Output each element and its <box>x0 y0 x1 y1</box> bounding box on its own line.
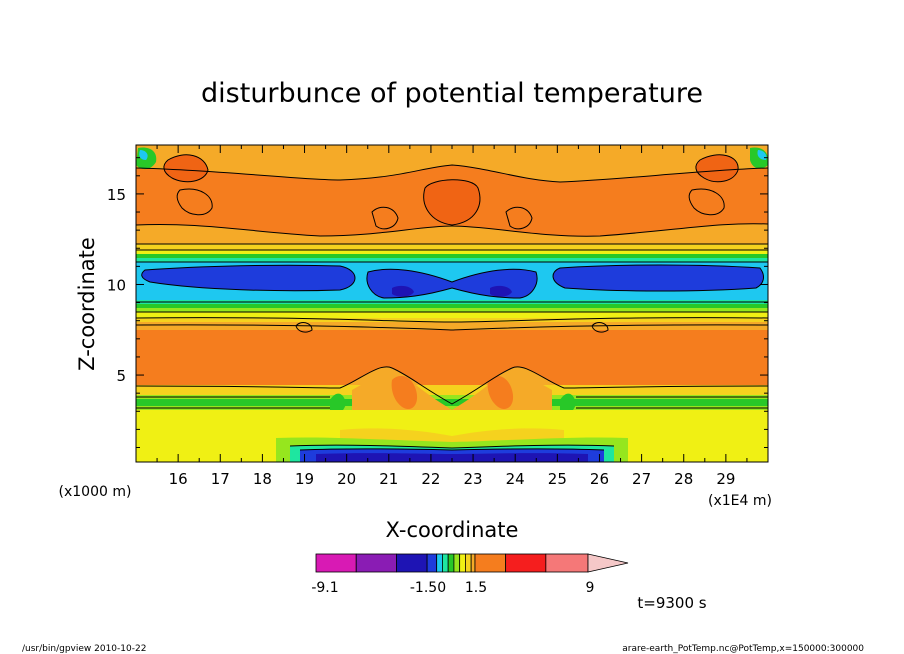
colorbar-band <box>470 553 476 573</box>
chart-title: disturbunce of potential temperature <box>201 78 703 109</box>
y-unit-label: (x1000 m) <box>59 484 132 500</box>
colorbar-tick-label: 1.5 <box>465 580 487 596</box>
y-tick-label: 5 <box>116 367 126 385</box>
plot-area <box>136 145 768 462</box>
colorbar-tick-label: -9.1 <box>311 580 338 596</box>
footer-right: arare-earth_PotTemp.nc@PotTemp,x=150000:… <box>622 644 864 654</box>
footer-left: /usr/bin/gpview 2010-10-22 <box>22 644 146 654</box>
time-annotation: t=9300 s <box>637 594 706 612</box>
colorbar-band <box>545 553 589 573</box>
x-tick-label: 16 <box>169 470 188 488</box>
colorbar-band <box>355 553 397 573</box>
colorbar-ticks: -9.1 -1.50 1.5 9 <box>311 580 594 596</box>
x-axis: 16 17 18 19 20 21 22 23 24 25 26 27 28 29 <box>156 145 748 488</box>
colorbar-band <box>442 553 449 573</box>
colorbar-band <box>453 553 461 573</box>
colorbar-band <box>447 553 455 573</box>
x-tick-label: 20 <box>337 470 356 488</box>
colorbar-band <box>315 553 357 573</box>
colorbar-band <box>459 553 466 573</box>
colorbar-band <box>436 553 443 573</box>
y-axis: 5 10 15 <box>107 157 768 449</box>
colorbar-band <box>396 553 428 573</box>
x-axis-label: X-coordinate <box>386 518 519 542</box>
y-tick-label: 10 <box>107 276 126 294</box>
x-tick-label: 18 <box>253 470 272 488</box>
x-tick-label: 28 <box>674 470 693 488</box>
colorbar <box>315 553 629 573</box>
x-tick-label: 29 <box>716 470 735 488</box>
colorbar-tick-label: 9 <box>586 580 595 596</box>
colorbar-band <box>465 553 472 573</box>
x-tick-label: 23 <box>464 470 483 488</box>
colorbar-band <box>474 553 507 573</box>
x-tick-label: 17 <box>211 470 230 488</box>
colorbar-band <box>505 553 547 573</box>
x-tick-label: 25 <box>548 470 567 488</box>
x-tick-label: 24 <box>506 470 525 488</box>
colorbar-tick-label: -1.50 <box>410 580 446 596</box>
colorbar-overflow-triangle <box>587 553 629 573</box>
colorbar-band <box>426 553 438 573</box>
x-tick-label: 19 <box>295 470 314 488</box>
x-tick-label: 26 <box>590 470 609 488</box>
x-tick-label: 22 <box>421 470 440 488</box>
x-tick-label: 27 <box>632 470 651 488</box>
x-tick-label: 21 <box>379 470 398 488</box>
y-axis-label: Z-coordinate <box>75 237 99 371</box>
mid-orange-band <box>136 325 768 387</box>
core-deep-orange <box>423 179 480 225</box>
y-tick-label: 15 <box>107 186 126 204</box>
x-unit-label: (x1E4 m) <box>708 493 772 509</box>
